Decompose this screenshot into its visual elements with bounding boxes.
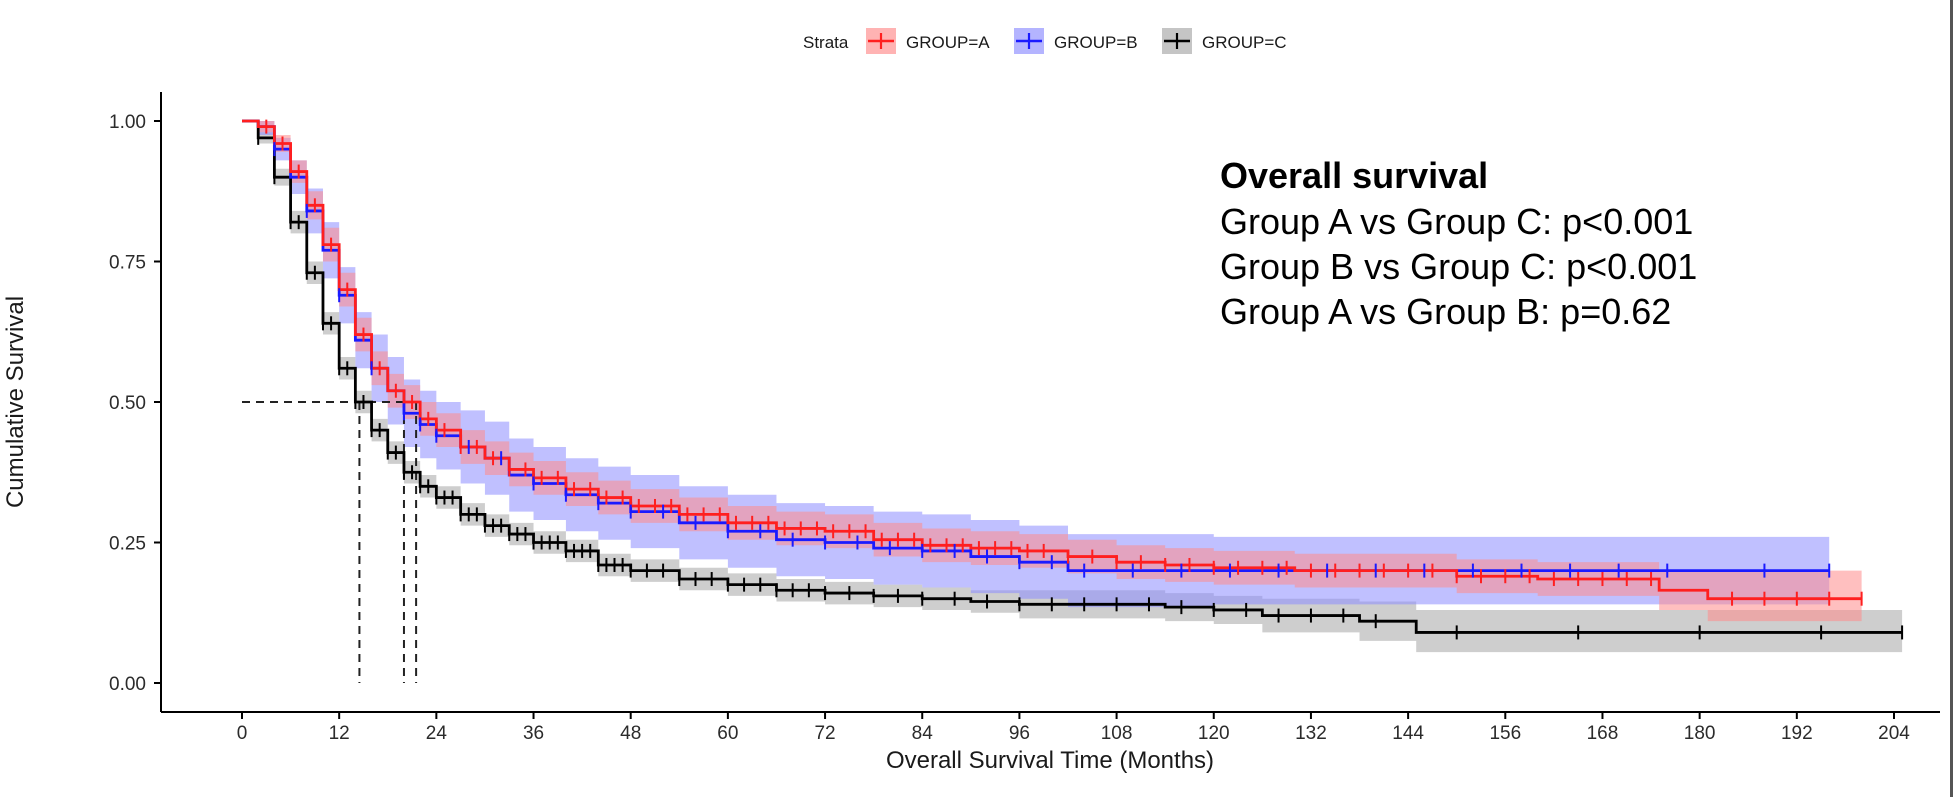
x-axis-title: Overall Survival Time (Months) [886, 747, 1214, 774]
frame-edge [1950, 0, 1953, 797]
legend-label: GROUP=A [906, 33, 990, 52]
annotation-line: Group A vs Group B: p=0.62 [1220, 291, 1671, 332]
x-tick-label: 60 [717, 723, 738, 744]
y-tick-label: 0.50 [109, 393, 146, 414]
x-tick-label: 144 [1392, 723, 1424, 744]
x-tick-label: 192 [1781, 723, 1813, 744]
x-tick-label: 132 [1295, 723, 1327, 744]
y-tick-label: 0.25 [109, 534, 146, 555]
legend-title: Strata [803, 33, 849, 52]
x-tick-label: 0 [237, 723, 248, 744]
x-tick-label: 72 [814, 723, 835, 744]
x-tick-label: 168 [1587, 723, 1619, 744]
y-tick-label: 0.00 [109, 674, 146, 695]
x-tick-label: 36 [523, 723, 544, 744]
legend-item-group-b: GROUP=B [1014, 28, 1138, 54]
legend-label: GROUP=C [1202, 33, 1287, 52]
x-tick-label: 204 [1878, 723, 1910, 744]
x-axis-ticks: 0 12 24 36 48 60 72 84 96 108 120 132 144 156 168 180 19… [237, 712, 1910, 744]
legend-label: GROUP=B [1054, 33, 1138, 52]
y-tick-label: 1.00 [109, 112, 146, 133]
survival-curve-group-b [242, 119, 1830, 572]
legend-item-group-c: GROUP=C [1162, 28, 1287, 54]
annotation-line: Group B vs Group C: p<0.001 [1220, 246, 1697, 287]
confidence-bands [242, 121, 1903, 653]
ci-band-group-b [242, 121, 1830, 608]
x-tick-label: 84 [912, 723, 934, 744]
pvalue-annotation: Overall survival Group A vs Group C: p<0… [1220, 155, 1697, 332]
x-tick-label: 180 [1684, 723, 1716, 744]
x-tick-label: 108 [1101, 723, 1133, 744]
x-tick-label: 96 [1009, 723, 1030, 744]
x-tick-label: 120 [1198, 723, 1230, 744]
ci-band-group-a [242, 121, 1862, 622]
censor-marks [257, 119, 1904, 640]
median-reference-lines [242, 401, 418, 683]
annotation-title: Overall survival [1220, 155, 1488, 196]
x-tick-label: 156 [1489, 723, 1521, 744]
y-axis-ticks: 0.00 0.25 0.50 0.75 1.00 [109, 112, 161, 695]
x-tick-label: 48 [620, 723, 641, 744]
y-axis-title: Cumulative Survival [2, 296, 29, 508]
legend: Strata GROUP=A GROUP=B GROUP=C [803, 28, 1287, 54]
x-tick-label: 12 [329, 723, 350, 744]
legend-item-group-a: GROUP=A [866, 28, 990, 54]
annotation-line: Group A vs Group C: p<0.001 [1220, 201, 1693, 242]
y-tick-label: 0.75 [109, 253, 146, 274]
x-tick-label: 24 [426, 723, 448, 744]
